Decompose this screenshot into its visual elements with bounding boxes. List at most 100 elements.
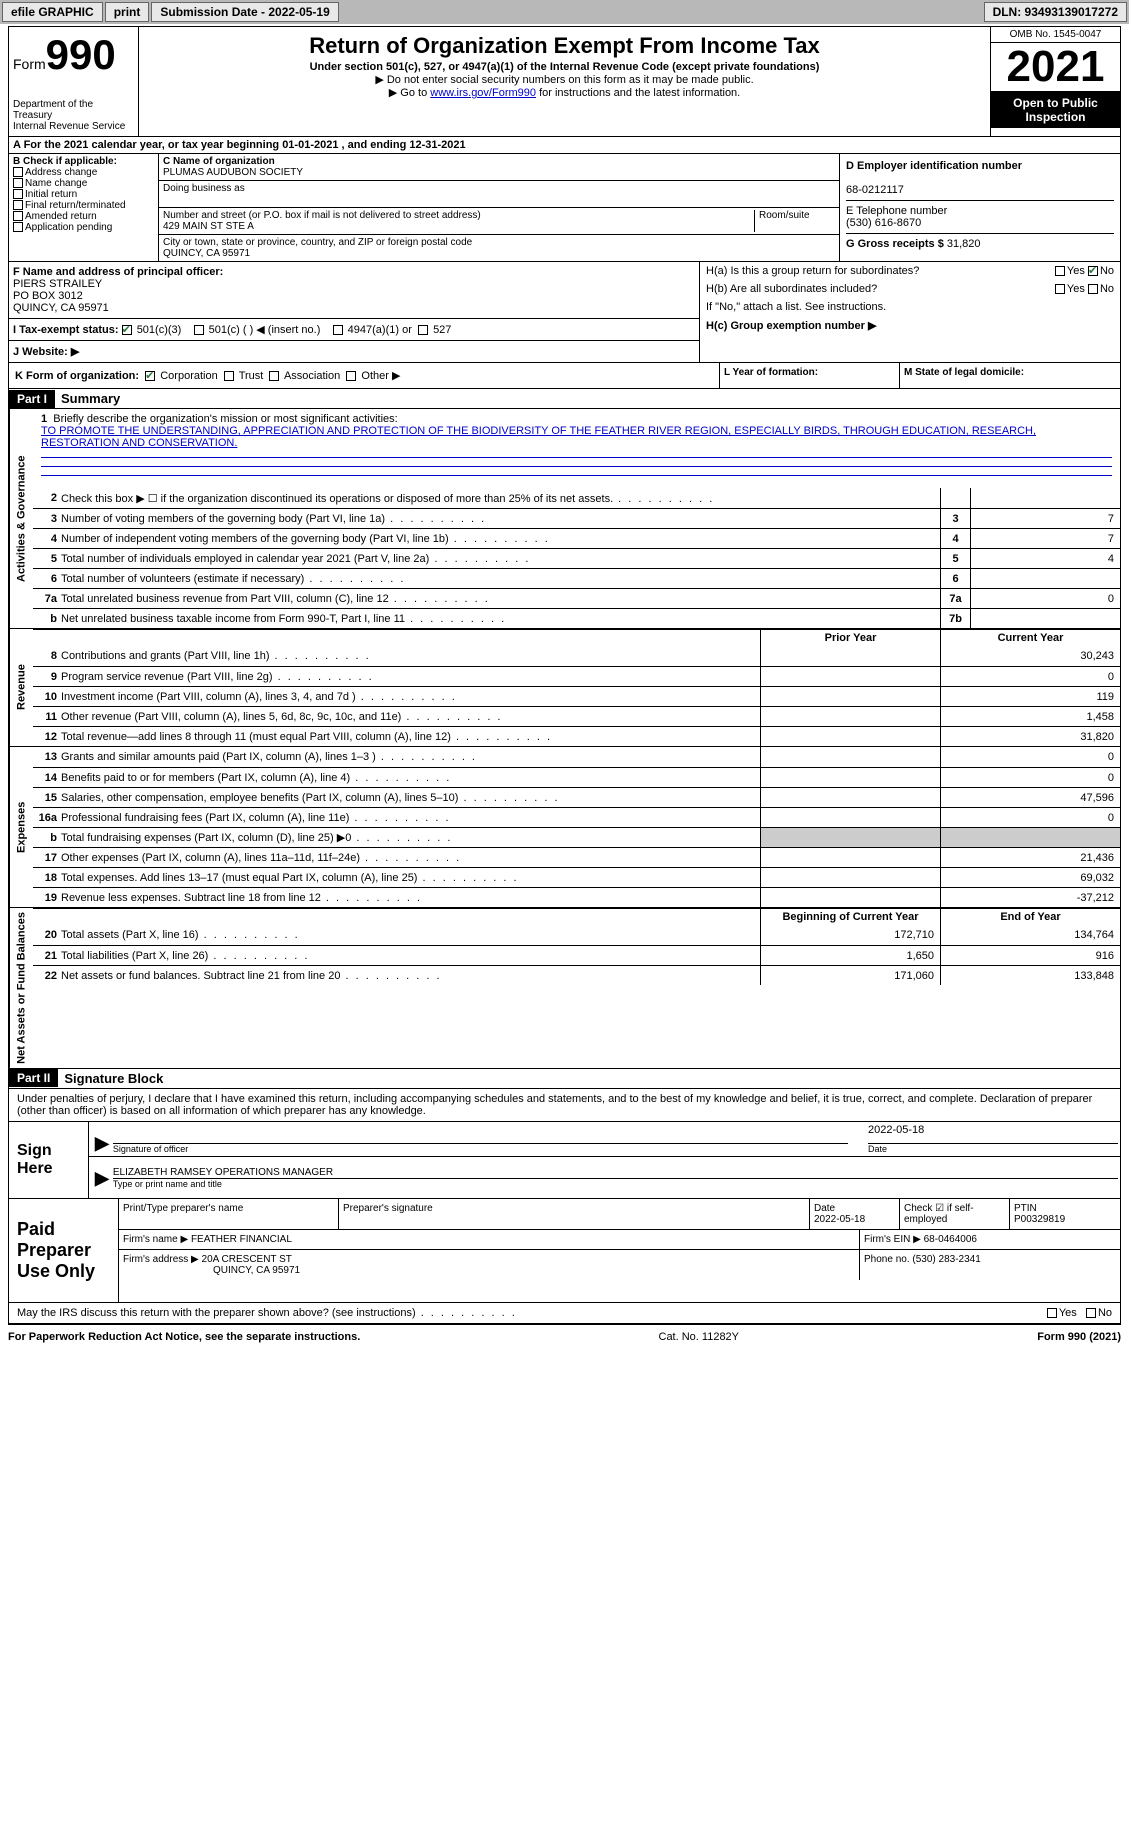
firm-addr-label: Firm's address ▶ — [123, 1254, 199, 1265]
hdr-begin: Beginning of Current Year — [760, 909, 940, 925]
check-initial-return[interactable]: Initial return — [13, 189, 154, 200]
col-b-checkboxes: B Check if applicable: Address change Na… — [9, 154, 159, 261]
summary-line: 9Program service revenue (Part VIII, lin… — [33, 666, 1120, 686]
sig-officer-label: Signature of officer — [113, 1144, 848, 1154]
summary-line: bTotal fundraising expenses (Part IX, co… — [33, 827, 1120, 847]
summary-line: 14Benefits paid to or for members (Part … — [33, 767, 1120, 787]
firm-name-label: Firm's name ▶ — [123, 1234, 188, 1245]
check-4947[interactable] — [333, 325, 343, 335]
street-value: 429 MAIN ST STE A — [163, 221, 254, 232]
mission-block: 1 Briefly describe the organization's mi… — [33, 409, 1120, 488]
check-self-employed[interactable]: Check ☑ if self-employed — [900, 1199, 1010, 1229]
footer-left: For Paperwork Reduction Act Notice, see … — [8, 1331, 360, 1343]
col-c-org-info: C Name of organization PLUMAS AUDUBON SO… — [159, 154, 840, 261]
check-trust[interactable] — [224, 371, 234, 381]
arrow-icon: ▶ — [91, 1133, 113, 1154]
summary-line: bNet unrelated business taxable income f… — [33, 608, 1120, 628]
part2-title: Signature Block — [58, 1069, 169, 1088]
street-label: Number and street (or P.O. box if mail i… — [163, 210, 481, 221]
check-amended[interactable]: Amended return — [13, 211, 154, 222]
firm-name: FEATHER FINANCIAL — [191, 1234, 292, 1245]
part1-title: Summary — [55, 389, 126, 408]
ein-label: D Employer identification number — [846, 160, 1022, 172]
summary-line: 15Salaries, other compensation, employee… — [33, 787, 1120, 807]
summary-line: 12Total revenue—add lines 8 through 11 (… — [33, 726, 1120, 746]
form-number: 990 — [46, 31, 116, 78]
summary-line: 19Revenue less expenses. Subtract line 1… — [33, 887, 1120, 907]
check-address-change[interactable]: Address change — [13, 167, 154, 178]
form-title: Return of Organization Exempt From Incom… — [143, 33, 986, 59]
firm-phone: (530) 283-2341 — [912, 1254, 980, 1265]
efile-button[interactable]: efile GRAPHIC — [2, 2, 103, 22]
gross-label: G Gross receipts $ — [846, 238, 944, 250]
summary-line: 2Check this box ▶ ☐ if the organization … — [33, 488, 1120, 508]
section-l: L Year of formation: — [720, 363, 900, 388]
footer-cat: Cat. No. 11282Y — [360, 1331, 1037, 1343]
summary-line: 5Total number of individuals employed in… — [33, 548, 1120, 568]
hb-no[interactable] — [1088, 284, 1098, 294]
sig-date: 2022-05-18 — [868, 1124, 1118, 1144]
summary-line: 20Total assets (Part X, line 16)172,7101… — [33, 925, 1120, 945]
summary-line: 16aProfessional fundraising fees (Part I… — [33, 807, 1120, 827]
ha-no[interactable] — [1088, 266, 1098, 276]
officer-addr1: PO BOX 3012 — [13, 290, 83, 302]
penalties-text: Under penalties of perjury, I declare th… — [9, 1089, 1120, 1122]
section-i: I Tax-exempt status: 501(c)(3) 501(c) ( … — [9, 319, 699, 341]
summary-line: 17Other expenses (Part IX, column (A), l… — [33, 847, 1120, 867]
summary-line: 4Number of independent voting members of… — [33, 528, 1120, 548]
hb-yes[interactable] — [1055, 284, 1065, 294]
name-title-label: Type or print name and title — [113, 1179, 1118, 1189]
part1-tag: Part I — [9, 390, 55, 408]
top-toolbar: efile GRAPHIC print Submission Date - 20… — [0, 0, 1129, 24]
check-name-change[interactable]: Name change — [13, 178, 154, 189]
gross-value: 31,820 — [947, 238, 981, 250]
firm-ein-label: Firm's EIN ▶ — [864, 1234, 921, 1245]
summary-line: 8Contributions and grants (Part VIII, li… — [33, 646, 1120, 666]
room-label: Room/suite — [755, 210, 835, 232]
footer-right: Form 990 (2021) — [1037, 1331, 1121, 1343]
page-footer: For Paperwork Reduction Act Notice, see … — [0, 1327, 1129, 1347]
city-label: City or town, state or province, country… — [163, 237, 472, 248]
omb-year-box: OMB No. 1545-0047 2021 Open to Public In… — [990, 27, 1120, 136]
ha-yes[interactable] — [1055, 266, 1065, 276]
may-no[interactable] — [1086, 1308, 1096, 1318]
dept-label: Department of the Treasury — [13, 99, 134, 121]
omb-number: OMB No. 1545-0047 — [991, 27, 1120, 43]
firm-addr2: QUINCY, CA 95971 — [213, 1265, 300, 1276]
date-label: Date — [868, 1144, 1118, 1154]
check-final-return[interactable]: Final return/terminated — [13, 200, 154, 211]
check-assoc[interactable] — [269, 371, 279, 381]
print-name-label: Print/Type preparer's name — [123, 1203, 243, 1214]
summary-line: 21Total liabilities (Part X, line 26)1,6… — [33, 945, 1120, 965]
hdr-end: End of Year — [940, 909, 1120, 925]
irs-link[interactable]: www.irs.gov/Form990 — [430, 87, 536, 99]
ptin-label: PTIN — [1014, 1203, 1037, 1214]
form-label: Form — [13, 56, 46, 72]
side-revenue: Revenue — [9, 629, 33, 746]
open-public-badge: Open to Public Inspection — [991, 92, 1120, 128]
phone-label: E Telephone number — [846, 205, 947, 217]
summary-line: 10Investment income (Part VIII, column (… — [33, 686, 1120, 706]
check-other[interactable] — [346, 371, 356, 381]
col-d-ein-phone: D Employer identification number 68-0212… — [840, 154, 1120, 261]
summary-line: 11Other revenue (Part VIII, column (A), … — [33, 706, 1120, 726]
summary-line: 7aTotal unrelated business revenue from … — [33, 588, 1120, 608]
officer-name: PIERS STRAILEY — [13, 278, 102, 290]
may-irs-row: May the IRS discuss this return with the… — [9, 1303, 1120, 1324]
officer-addr2: QUINCY, CA 95971 — [13, 302, 109, 314]
check-501c3[interactable] — [122, 325, 132, 335]
paid-prep-label: Paid Preparer Use Only — [9, 1199, 119, 1302]
prep-date: 2022-05-18 — [814, 1214, 865, 1225]
check-527[interactable] — [418, 325, 428, 335]
irs-label: Internal Revenue Service — [13, 121, 134, 132]
city-value: QUINCY, CA 95971 — [163, 248, 250, 259]
section-f: F Name and address of principal officer:… — [9, 262, 699, 319]
check-501c[interactable] — [194, 325, 204, 335]
print-button[interactable]: print — [105, 2, 150, 22]
may-yes[interactable] — [1047, 1308, 1057, 1318]
note-ssn: ▶ Do not enter social security numbers o… — [143, 73, 986, 86]
form-id-box: Form990 Department of the Treasury Inter… — [9, 27, 139, 136]
form-990: Form990 Department of the Treasury Inter… — [8, 26, 1121, 1325]
check-app-pending[interactable]: Application pending — [13, 222, 154, 233]
check-corp[interactable] — [145, 371, 155, 381]
